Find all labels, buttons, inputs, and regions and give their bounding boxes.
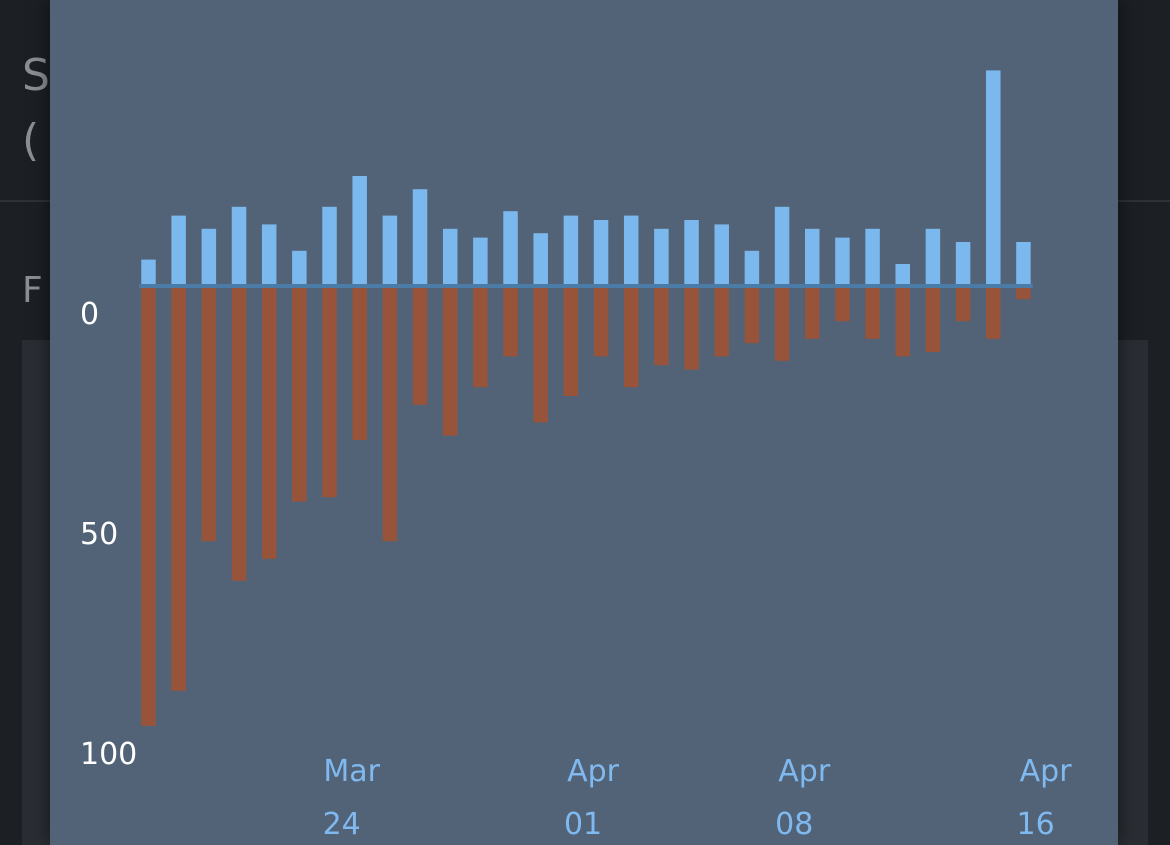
x-tick-label-month: Apr	[567, 754, 620, 789]
bar-up	[593, 220, 609, 286]
bars-series-down	[141, 286, 1031, 726]
bar-up	[1016, 242, 1031, 286]
bar-up	[292, 250, 307, 286]
bar-down	[473, 286, 488, 388]
bar-down	[563, 286, 579, 396]
x-tick-label-month: Mar	[323, 754, 380, 789]
x-tick-label-day: 24	[323, 807, 361, 842]
bar-up	[835, 237, 850, 286]
bar-up	[231, 206, 247, 286]
y-tick-label: 50	[80, 517, 118, 552]
bar-down	[261, 286, 277, 559]
bar-up	[473, 237, 488, 286]
bar-down	[925, 286, 941, 352]
bar-down	[382, 286, 398, 542]
bar-up	[201, 228, 217, 286]
bar-up	[804, 228, 820, 286]
bar-down	[955, 286, 971, 322]
bar-down	[714, 286, 729, 357]
y-tick-label: 100	[80, 737, 137, 772]
bar-down	[533, 286, 548, 423]
background-text-fragment-2: (	[22, 115, 40, 166]
bars-series-up	[141, 70, 1031, 287]
bar-up	[261, 224, 277, 286]
x-tick-label-day: 16	[1017, 807, 1055, 842]
x-tick-label-day: 08	[775, 807, 813, 842]
bar-down	[1016, 286, 1031, 300]
bar-up	[774, 206, 790, 286]
bar-up	[503, 211, 518, 286]
bar-up	[955, 242, 971, 286]
bar-down	[201, 286, 217, 542]
bar-up	[925, 228, 941, 286]
bar-down	[412, 286, 428, 405]
diverging-bar-chart: 0 50 100 Mar 24 Apr 01 Apr 08 Apr 16	[80, 70, 1073, 842]
bar-up	[714, 224, 729, 286]
bar-down	[865, 286, 880, 339]
bar-up	[895, 264, 910, 286]
bar-up	[654, 228, 669, 286]
x-tick-label-day: 01	[564, 807, 602, 842]
bar-down	[442, 286, 458, 436]
bar-up	[623, 215, 639, 286]
background-divider-right	[1110, 200, 1170, 202]
bar-down	[141, 286, 156, 726]
chart-card: 0 50 100 Mar 24 Apr 01 Apr 08 Apr 16	[50, 0, 1118, 845]
bar-up	[412, 189, 428, 286]
bar-up	[563, 215, 579, 286]
y-tick-label: 0	[80, 297, 99, 332]
x-tick-label-month: Apr	[1020, 754, 1073, 789]
bar-down	[623, 286, 639, 388]
bar-up	[171, 215, 186, 286]
bar-down	[593, 286, 609, 357]
bar-up	[352, 176, 367, 286]
x-axis-tick-labels: Mar 24 Apr 01 Apr 08 Apr 16	[323, 754, 1073, 842]
bar-up	[533, 233, 548, 286]
bar-down	[292, 286, 307, 502]
bar-down	[654, 286, 669, 366]
bar-up	[986, 70, 1001, 287]
background-text-fragment-1: S	[22, 50, 50, 101]
bar-down	[986, 286, 1001, 339]
background-divider-left	[0, 200, 60, 202]
y-axis-tick-labels: 0 50 100	[80, 297, 137, 772]
bar-down	[835, 286, 850, 322]
bar-down	[171, 286, 186, 691]
bar-up	[322, 206, 337, 286]
bar-down	[231, 286, 247, 581]
bar-down	[322, 286, 337, 498]
bar-down	[804, 286, 820, 339]
bar-down	[684, 286, 699, 370]
x-tick-label-month: Apr	[778, 754, 831, 789]
bar-down	[744, 286, 760, 344]
bar-down	[774, 286, 790, 361]
bar-down	[503, 286, 518, 357]
bar-up	[141, 259, 156, 286]
bar-up	[684, 220, 699, 286]
bar-up	[744, 250, 760, 286]
bar-up	[865, 228, 880, 286]
bar-up	[442, 228, 458, 286]
bar-down	[895, 286, 910, 357]
bar-down	[352, 286, 367, 440]
bar-up	[382, 215, 398, 286]
background-text-fragment-3: F	[22, 270, 43, 311]
